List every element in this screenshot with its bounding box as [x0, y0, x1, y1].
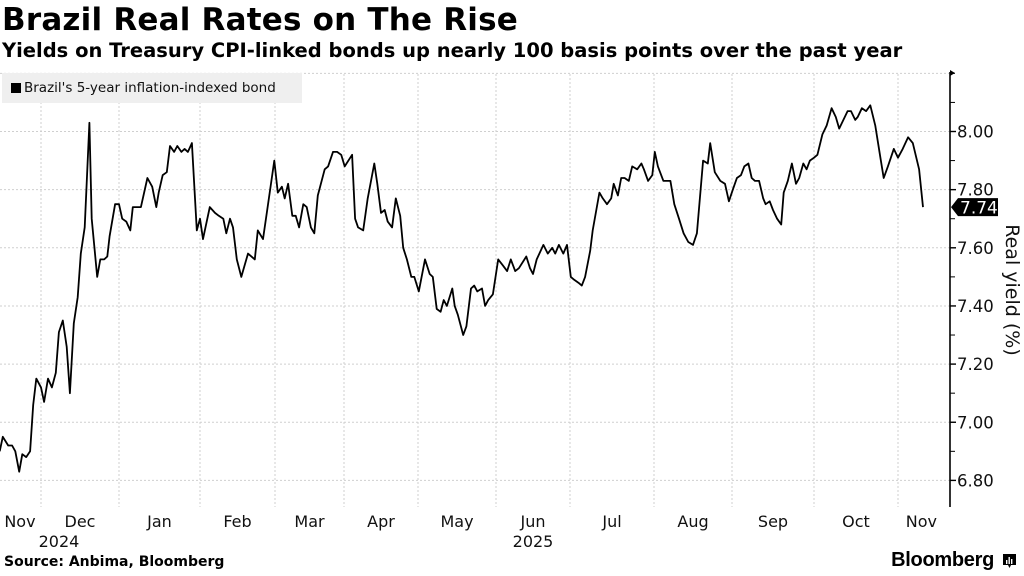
- brand-logo-text: Bloomberg: [891, 549, 994, 571]
- y-axis-label: Real yield (%): [1001, 224, 1023, 355]
- y-tick-label: 7.20: [957, 355, 994, 374]
- x-tick-label: Aug: [677, 512, 708, 531]
- last-value-marker: 7.74: [951, 198, 998, 219]
- legend-swatch-icon: [11, 83, 21, 93]
- y-tick-label: 6.80: [957, 471, 994, 490]
- y-tick-label: 7.60: [957, 239, 994, 258]
- x-axis: Nov Dec Jan Feb Mar Apr May Jun Jul Aug Sep Oct Nov2…: [4, 512, 937, 551]
- x-tick-label: Sep: [758, 512, 788, 531]
- y-axis: 6.80 7.00 7.20 7.40 7.60 7.80 8.00: [949, 70, 994, 507]
- last-value-label: 7.74: [960, 199, 998, 219]
- y-tick-label: 7.80: [957, 181, 994, 200]
- x-tick-label: Nov: [4, 512, 35, 531]
- x-year-label: 2025: [513, 532, 554, 551]
- x-tick-label: Feb: [223, 512, 251, 531]
- x-tick-label: Jan: [146, 512, 172, 531]
- bloomberg-chart-icon: [1003, 554, 1016, 568]
- x-tick-label: May: [440, 512, 473, 531]
- legend: Brazil's 5-year inflation-indexed bond: [2, 73, 302, 103]
- x-tick-label: Mar: [294, 512, 325, 531]
- y-tick-label: 7.00: [957, 413, 994, 432]
- horizontal-gridlines: [0, 72, 950, 481]
- series-line: [0, 104, 924, 473]
- x-tick-label: Apr: [367, 512, 395, 531]
- vertical-gridlines: [40, 74, 899, 507]
- x-tick-label: Jul: [601, 512, 621, 531]
- chart-title: Brazil Real Rates on The Rise: [2, 2, 518, 38]
- legend-label: Brazil's 5-year inflation-indexed bond: [24, 80, 276, 96]
- series-group: [0, 104, 924, 473]
- source-note: Source: Anbima, Bloomberg: [4, 554, 225, 570]
- y-axis-top-marker: [950, 70, 955, 76]
- x-tick-label: Jun: [520, 512, 546, 531]
- y-tick-label: 7.40: [957, 297, 994, 316]
- x-tick-label: Dec: [65, 512, 96, 531]
- x-tick-label: Nov: [906, 512, 937, 531]
- y-tick-label: 8.00: [957, 123, 994, 142]
- last-value-badge: [951, 198, 998, 217]
- chart-subtitle: Yields on Treasury CPI-linked bonds up n…: [2, 39, 903, 62]
- x-year-label: 2024: [39, 532, 80, 551]
- x-tick-label: Oct: [842, 512, 870, 531]
